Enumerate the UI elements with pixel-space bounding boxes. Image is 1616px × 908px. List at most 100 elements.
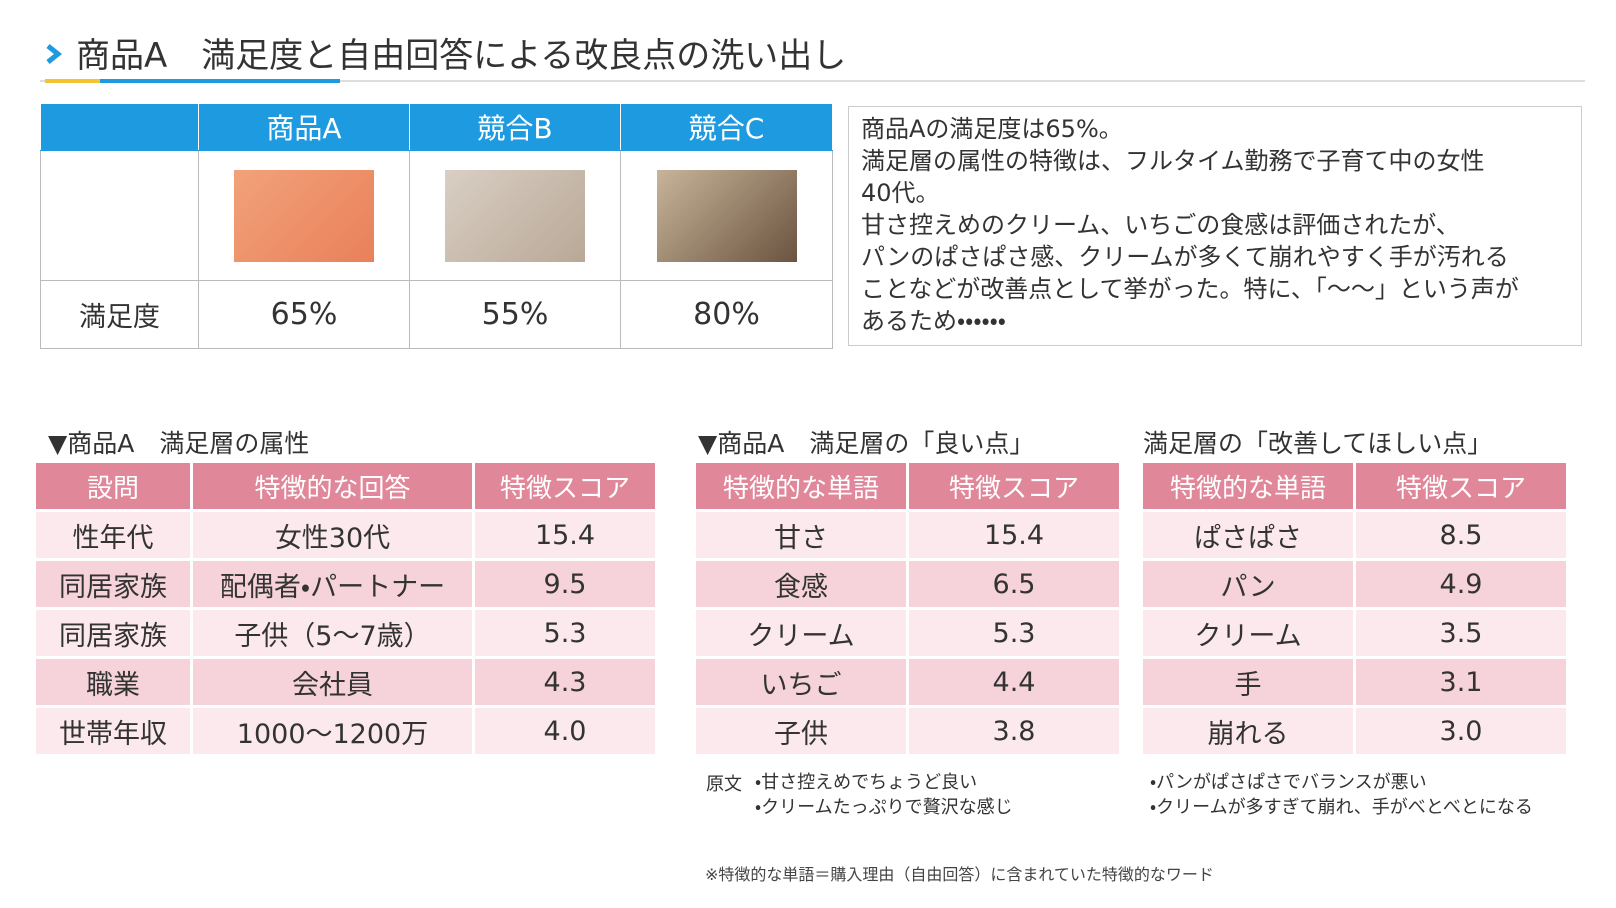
satisfaction-value: 80% — [620, 280, 833, 349]
image-row — [40, 150, 833, 281]
comparison-table: 商品A 競合B 競合C 満足度 65% 55% 80% — [40, 103, 833, 349]
table-cell: 職業 — [33, 656, 193, 708]
footnote: ※特徴的な単語＝購入理由（自由回答）に含まれていた特徴的なワード — [705, 865, 1214, 884]
table-row: 世帯年収 1000～1200万 4.0 — [33, 705, 658, 757]
column-header: 競合B — [409, 103, 621, 151]
table-cell: 同居家族 — [33, 558, 193, 610]
table-row: 崩れる 3.0 — [1140, 705, 1569, 757]
table-cell: 15.4 — [906, 509, 1122, 561]
table-row: ぱさぱさ 8.5 — [1140, 509, 1569, 561]
column-header: 特徴的な単語 — [693, 460, 909, 512]
table-row: 同居家族 子供（5～7歳） 5.3 — [33, 607, 658, 659]
table-cell: 15.4 — [472, 509, 658, 561]
title: 商品A 満足度と自由回答による改良点の洗い出し — [76, 36, 847, 76]
section-heading: 満足層の「改善してほしい点」 — [1143, 429, 1493, 458]
product-photo — [445, 169, 585, 262]
table-cell: 3.5 — [1353, 607, 1569, 659]
header-row: 特徴的な単語 特徴スコア — [693, 460, 1122, 512]
table-cell: 3.8 — [906, 705, 1122, 757]
table-cell: 性年代 — [33, 509, 193, 561]
table-cell: 4.4 — [906, 656, 1122, 708]
table-cell: 手 — [1140, 656, 1356, 708]
header-row: 特徴的な単語 特徴スコア — [1140, 460, 1569, 512]
table-cell: 甘さ — [693, 509, 909, 561]
column-header: 特徴的な回答 — [190, 460, 475, 512]
section-heading: ▼商品A 満足層の「良い点」 — [698, 429, 1035, 458]
notes: ・甘さ控えめでちょうど良い・クリームたっぷりで贅沢な感じ — [755, 770, 1013, 820]
table-cell: 9.5 — [472, 558, 658, 610]
satisfaction-value: 65% — [198, 280, 410, 349]
column-header: 特徴スコア — [1353, 460, 1569, 512]
summary-line: 甘さ控えめのクリーム、いちごの食感は評価されたが、 — [861, 211, 1460, 239]
summary-line: 商品Aの満足度は65%。 — [861, 115, 1123, 143]
table-cell: 3.1 — [1353, 656, 1569, 708]
table-cell: クリーム — [693, 607, 909, 659]
table-row: 同居家族 配偶者・パートナー 9.5 — [33, 558, 658, 610]
table-cell: クリーム — [1140, 607, 1356, 659]
table-cell: いちご — [693, 656, 909, 708]
note-line: ・甘さ控えめでちょうど良い — [755, 772, 978, 793]
table-cell: 5.3 — [472, 607, 658, 659]
notes-label: 原文 — [706, 774, 742, 795]
table-cell: 4.0 — [472, 705, 658, 757]
table-row: 職業 会社員 4.3 — [33, 656, 658, 708]
chevron — [46, 44, 63, 64]
table-cell: 4.9 — [1353, 558, 1569, 610]
column-header: 設問 — [33, 460, 193, 512]
table-cell: 5.3 — [906, 607, 1122, 659]
table-cell: 崩れる — [1140, 705, 1356, 757]
column-header: 特徴スコア — [906, 460, 1122, 512]
table-cell: 子供 — [693, 705, 909, 757]
summary-line: ことなどが改善点として挙がった。特に、「～～」という声が — [861, 275, 1519, 303]
table-row: 子供 3.8 — [693, 705, 1122, 757]
image-cell — [198, 150, 410, 281]
table-cell: 子供（5～7歳） — [190, 607, 475, 659]
column-header: 特徴スコア — [472, 460, 658, 512]
table-row: 甘さ 15.4 — [693, 509, 1122, 561]
table-row: クリーム 5.3 — [693, 607, 1122, 659]
column-header: 商品A — [198, 103, 410, 151]
table-row: 食感 6.5 — [693, 558, 1122, 610]
notes: ・パンがぱさぱさでバランスが悪い ・クリームが多すぎて崩れ、手がべとべとになる — [1150, 770, 1533, 820]
good-points-table: 特徴的な単語 特徴スコア 甘さ 15.4 食感 6.5 クリーム 5.3 いちご 4.4 子供 3.8 — [693, 460, 1122, 757]
column-header: 競合C — [620, 103, 833, 151]
table-cell: 3.0 — [1353, 705, 1569, 757]
table-cell: 同居家族 — [33, 607, 193, 659]
table-cell: 6.5 — [906, 558, 1122, 610]
column-header: 特徴的な単語 — [1140, 460, 1356, 512]
table-cell: 女性30代 — [190, 509, 475, 561]
note-line: ・パンがぱさぱさでバランスが悪い — [1150, 772, 1427, 793]
table-row: 性年代 女性30代 15.4 — [33, 509, 658, 561]
header-row: 設問 特徴的な回答 特徴スコア — [33, 460, 658, 512]
row-label: 満足度 — [40, 280, 199, 349]
table-cell: ぱさぱさ — [1140, 509, 1356, 561]
table-cell: 4.3 — [472, 656, 658, 708]
image-cell — [620, 150, 833, 281]
table-cell: 配偶者・パートナー — [190, 558, 475, 610]
table-cell: 会社員 — [190, 656, 475, 708]
summary-box: 商品Aの満足度は65%。 満足層の属性の特徴は、フルタイム勤務で子育て中の女性 40… — [848, 106, 1582, 346]
summary-line: あるため・・・・・・ — [861, 307, 1006, 335]
table-cell: 世帯年収 — [33, 705, 193, 757]
attributes-table: 設問 特徴的な回答 特徴スコア 性年代 女性30代 15.4 同居家族 配偶者・パートナー 9.… — [33, 460, 658, 757]
summary-line: パンのぱさぱさ感、クリームが多くて崩れやすく手が汚れる — [861, 243, 1509, 271]
product-photo — [234, 169, 374, 262]
table-row: パン 4.9 — [1140, 558, 1569, 610]
table-cell: 8.5 — [1353, 509, 1569, 561]
note-line: ・クリームたっぷりで贅沢な感じ — [755, 797, 1013, 818]
product-photo — [656, 169, 797, 262]
header-row: 商品A 競合B 競合C — [40, 103, 833, 151]
table-row: クリーム 3.5 — [1140, 607, 1569, 659]
value-row: 満足度 65% 55% 80% — [40, 280, 833, 349]
header-empty — [40, 103, 199, 151]
image-cell — [409, 150, 621, 281]
table-cell: パン — [1140, 558, 1356, 610]
table-row: いちご 4.4 — [693, 656, 1122, 708]
table-cell: 1000～1200万 — [190, 705, 475, 757]
table-cell: 食感 — [693, 558, 909, 610]
satisfaction-value: 55% — [409, 280, 621, 349]
table-row: 手 3.1 — [1140, 656, 1569, 708]
